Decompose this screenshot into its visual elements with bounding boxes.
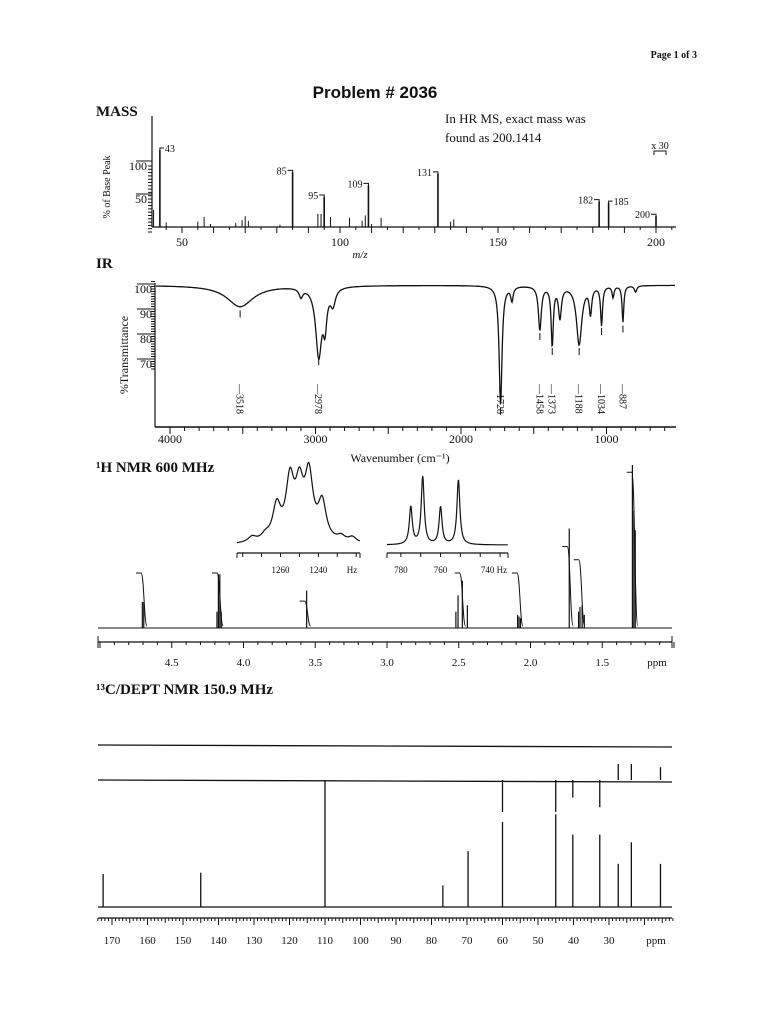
ms-peak-label-bracket: [594, 199, 600, 205]
c-nmr-title: ¹³C/DEPT NMR 150.9 MHz: [96, 682, 273, 698]
c-nmr-x-tick-label: 80: [426, 935, 438, 947]
ir-y-tick-label: 90: [140, 307, 152, 321]
ms-scale-note: x 30: [651, 141, 669, 152]
ms-xlabel: m/z: [352, 249, 368, 261]
ir-band-label: —1728: [494, 383, 505, 414]
ir-spectrum-curve: [155, 284, 675, 405]
ms-peak-label: 182: [578, 196, 593, 207]
c-nmr-x-tick-label: 140: [210, 935, 227, 947]
c-nmr-x-tick-label: 70: [462, 935, 474, 947]
c-nmr-x-tick-label: 160: [139, 935, 156, 947]
ir-x-tick-label: 3000: [304, 432, 328, 446]
c-nmr-x-tick-label: 120: [281, 935, 298, 947]
ir-title: IR: [96, 256, 113, 272]
ir-x-tick-label: 1000: [595, 432, 619, 446]
ms-peak-label: 85: [277, 166, 287, 177]
ms-peak-label-bracket: [432, 171, 439, 177]
ms-peak-label-bracket: [287, 169, 294, 176]
ms-x-tick-label: 150: [489, 235, 507, 249]
page-number: Page 1 of 3: [651, 50, 697, 61]
ms-x-tick-label: 50: [176, 235, 188, 249]
c-nmr-x-tick-label: 30: [604, 935, 616, 947]
h-nmr-integral-curve: [212, 572, 224, 627]
page-title: Problem # 2036: [313, 83, 438, 102]
h-nmr-integral-curve: [512, 572, 524, 627]
ms-y-tick-label: 50: [135, 192, 147, 206]
c-nmr-x-tick-label: 170: [104, 935, 121, 947]
ir-band-label: —3518: [234, 383, 245, 414]
h-nmr-inset-tick-label: 1240: [309, 565, 328, 575]
h-nmr-x-tick-label: 3.5: [308, 657, 322, 669]
h-nmr-inset-unit: Hz: [347, 565, 358, 575]
h-nmr-title: ¹H NMR 600 MHz: [96, 460, 215, 476]
c-nmr-baseline-1: [97, 744, 673, 748]
h-nmr-x-tick-label: 4.5: [165, 657, 179, 669]
c-nmr-x-tick-label: 60: [497, 935, 509, 947]
h-nmr-inset-tick-label: 1260: [272, 565, 291, 575]
ir-xlabel: Wavenumber (cm⁻¹): [350, 451, 449, 465]
ir-band-label: —1188: [573, 383, 584, 414]
h-nmr-x-tick-label: 2.5: [452, 657, 466, 669]
ms-y-tick-label: 100: [129, 159, 147, 173]
ms-peak-label-bracket: [608, 200, 613, 206]
ir-band-label: —1373: [546, 383, 557, 414]
h-nmr-integral-curve: [136, 572, 148, 627]
h-nmr-inset-tick-label: 780: [394, 565, 408, 575]
ms-peak-label: 200: [635, 210, 650, 221]
ms-x-tick-label: 200: [647, 235, 665, 249]
c-nmr-x-tick-label: 150: [175, 935, 192, 947]
ms-annotation-line2: found as 200.1414: [445, 130, 542, 145]
ms-x-tick-label: 100: [331, 235, 349, 249]
ms-peak-label: 43: [165, 144, 175, 155]
ms-peak-label-bracket: [651, 213, 657, 220]
c-nmr-xlabel: ppm: [646, 935, 666, 947]
h-nmr-inset-1-curve: [236, 461, 361, 544]
h-nmr-integral-curve: [562, 546, 574, 627]
h-nmr-x-tick-label: 1.5: [595, 657, 609, 669]
c-nmr-x-tick-label: 110: [317, 935, 334, 947]
ir-y-tick-label: 100: [134, 282, 152, 296]
c-nmr-baseline-2: [97, 779, 673, 783]
h-nmr-x-tick-label: 3.0: [380, 657, 394, 669]
h-nmr-inset-unit: 740 Hz: [481, 565, 507, 575]
c-nmr-x-tick-label: 50: [533, 935, 545, 947]
ms-ylabel: % of Base Peak: [102, 155, 113, 218]
c-nmr-x-tick-label: 130: [246, 935, 263, 947]
ir-y-tick-label: 70: [140, 357, 152, 371]
ir-x-tick-label: 2000: [449, 432, 473, 446]
h-nmr-integral-curve: [299, 600, 312, 627]
ir-x-tick-label: 4000: [158, 432, 182, 446]
ms-scale-bracket: [653, 150, 667, 155]
ms-peak-label-bracket: [159, 147, 164, 152]
ir-band-label: —2978: [312, 383, 323, 414]
h-nmr-x-tick-label: 2.0: [524, 657, 538, 669]
h-nmr-integral-curve: [454, 572, 467, 627]
ms-annotation-line1: In HR MS, exact mass was: [445, 111, 586, 126]
ms-peak-label: 185: [614, 197, 629, 208]
ms-title: MASS: [96, 104, 138, 120]
c-nmr-x-tick-label: 40: [568, 935, 580, 947]
ms-peak-label-bracket: [363, 182, 369, 189]
c-nmr-x-tick-label: 100: [352, 935, 369, 947]
ir-ylabel: %Transmittance: [117, 316, 131, 394]
ms-peak-label: 109: [347, 179, 362, 190]
h-nmr-integral-curve: [573, 559, 586, 627]
ir-band-label: —1034: [595, 383, 606, 414]
ms-peak-label: 131: [417, 168, 432, 179]
h-nmr-inset-tick-label: 760: [434, 565, 448, 575]
ir-y-tick-label: 80: [140, 332, 152, 346]
h-nmr-x-tick-label: 4.0: [237, 657, 251, 669]
ms-peak-label: 95: [308, 191, 318, 202]
c-nmr-x-tick-label: 90: [391, 935, 403, 947]
h-nmr-xlabel: ppm: [647, 657, 667, 669]
h-nmr-inset-2-curve: [387, 475, 508, 546]
ms-peak-label-bracket: [319, 194, 325, 200]
h-nmr-integral-curve: [626, 471, 639, 627]
chart-marks: 50 100 50 100 150 200 43 85 95 109 131 182 185 200 70 8…: [97, 116, 676, 947]
ir-band-label: —887: [616, 383, 627, 409]
ir-band-label: —1458: [533, 383, 544, 414]
